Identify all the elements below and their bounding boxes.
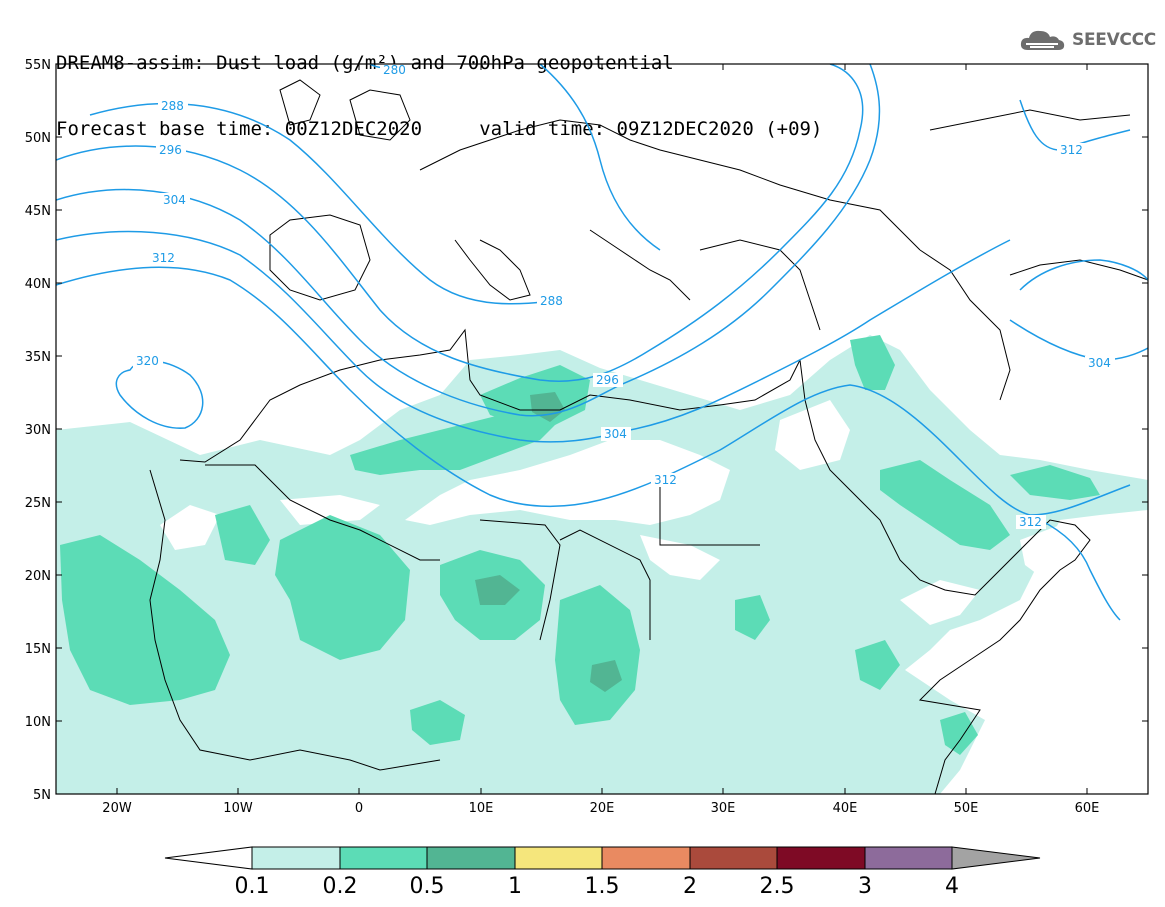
lon-label-10w: 10W <box>223 801 253 816</box>
colorbar-swatch-8 <box>865 847 952 869</box>
contour-label-304-east: 304 <box>604 427 627 441</box>
lat-label-10n: 10N <box>25 715 51 730</box>
colorbar-label-3: 3 <box>858 874 872 899</box>
colorbar-label-2.5: 2.5 <box>760 874 795 899</box>
colorbar-low-arrow <box>164 846 253 870</box>
lon-label-60e: 60E <box>1075 801 1100 816</box>
colorbar-label-2: 2 <box>683 874 697 899</box>
lat-label-45n: 45N <box>25 204 51 219</box>
contour-labels: 280 288 296 304 312 320 288 296 304 312 … <box>133 63 1115 529</box>
contour-label-296: 296 <box>159 143 182 157</box>
colorbar-label-0.2: 0.2 <box>323 874 358 899</box>
lat-label-25n: 25N <box>25 496 51 511</box>
lat-label-5n: 5N <box>33 788 51 803</box>
lon-label-30e: 30E <box>711 801 736 816</box>
colorbar-high-arrow <box>951 846 1041 870</box>
colorbar: 0.1 0.2 0.5 1 1.5 2 2.5 3 4 <box>164 846 1041 899</box>
colorbar-swatch-6 <box>690 847 777 869</box>
lat-label-35n: 35N <box>25 350 51 365</box>
colorbar-label-1: 1 <box>508 874 522 899</box>
map-title: DREAM8-assim: Dust load (g/m²) and 700hP… <box>56 8 822 162</box>
lon-label-10e: 10E <box>469 801 494 816</box>
lat-label-20n: 20N <box>25 569 51 584</box>
contour-label-288-east: 288 <box>540 294 563 308</box>
lon-label-0: 0 <box>355 801 363 816</box>
contour-label-304-ne: 304 <box>1088 356 1111 370</box>
lon-label-20w: 20W <box>102 801 132 816</box>
title-line-2: Forecast base time: 00Z12DEC2020 valid t… <box>56 118 823 140</box>
coastlines <box>149 79 1148 794</box>
longitude-axis: 20W 10W 0 10E 20E 30E 40E 50E 60E <box>102 64 1099 816</box>
lon-label-20e: 20E <box>590 801 615 816</box>
contour-label-288: 288 <box>161 99 184 113</box>
dust-field <box>56 290 1148 794</box>
colorbar-swatch-3 <box>427 847 515 869</box>
geopotential-contours <box>56 64 1148 621</box>
lon-label-40e: 40E <box>833 801 858 816</box>
contour-label-312-east: 312 <box>654 473 677 487</box>
logo-text: SEEVCCC <box>1072 30 1156 50</box>
title-line-1: DREAM8-assim: Dust load (g/m²) and 700hP… <box>56 52 674 74</box>
colorbar-swatch-4 <box>515 847 602 869</box>
colorbar-swatch-7 <box>777 847 865 869</box>
contour-label-312-ne: 312 <box>1060 143 1083 157</box>
colorbar-swatch-2 <box>340 847 427 869</box>
lon-label-50e: 50E <box>954 801 979 816</box>
contour-label-296-east: 296 <box>596 373 619 387</box>
contour-label-280: 280 <box>383 63 406 77</box>
lat-label-15n: 15N <box>25 642 51 657</box>
contour-label-312-se: 312 <box>1019 515 1042 529</box>
colorbar-label-0.1: 0.1 <box>235 874 270 899</box>
lat-label-40n: 40N <box>25 277 51 292</box>
colorbar-swatch-1 <box>252 847 340 869</box>
lat-label-50n: 50N <box>25 131 51 146</box>
contour-label-320: 320 <box>136 354 159 368</box>
seevccc-logo: SEEVCCC <box>1018 26 1156 54</box>
colorbar-swatch-5 <box>602 847 690 869</box>
latitude-axis: 5N 10N 15N 20N 25N 30N 35N 40N 45N 50N 5… <box>25 58 1148 803</box>
colorbar-label-0.5: 0.5 <box>410 874 445 899</box>
contour-label-312: 312 <box>152 251 175 265</box>
lat-label-55n: 55N <box>25 58 51 73</box>
colorbar-label-1.5: 1.5 <box>585 874 620 899</box>
lat-label-30n: 30N <box>25 423 51 438</box>
contour-label-304: 304 <box>163 193 186 207</box>
cloud-logo-icon <box>1020 30 1065 50</box>
colorbar-label-4: 4 <box>945 874 959 899</box>
